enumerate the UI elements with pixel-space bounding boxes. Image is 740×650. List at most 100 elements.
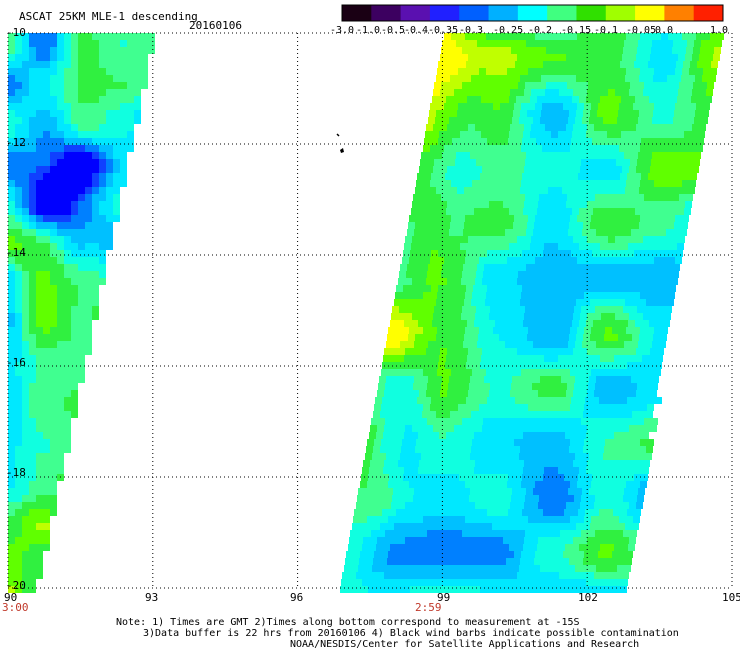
- swath-cell: [375, 586, 382, 593]
- swath-cell: [371, 495, 378, 502]
- swath-cell: [43, 250, 50, 257]
- swath-cell: [637, 306, 644, 313]
- swath-cell: [427, 271, 434, 278]
- swath-cell: [433, 572, 440, 579]
- swath-cell: [64, 439, 71, 446]
- swath-cell: [484, 264, 491, 271]
- swath-cell: [22, 152, 29, 159]
- swath-cell: [695, 110, 702, 117]
- swath-cell: [674, 187, 681, 194]
- swath-cell: [85, 61, 92, 68]
- swath-cell: [64, 222, 71, 229]
- swath-cell: [429, 110, 436, 117]
- swath-cell: [437, 257, 444, 264]
- swath-cell: [407, 453, 414, 460]
- swath-cell: [398, 572, 405, 579]
- swath-cell: [15, 159, 22, 166]
- swath-cell: [490, 495, 497, 502]
- swath-cell: [403, 362, 410, 369]
- swath-cell: [703, 103, 710, 110]
- swath-cell: [538, 572, 545, 579]
- swath-cell: [644, 82, 651, 89]
- swath-cell: [513, 523, 520, 530]
- swath-cell: [99, 222, 106, 229]
- swath-cell: [545, 89, 552, 96]
- swath-cell: [460, 131, 467, 138]
- swath-cell: [493, 481, 500, 488]
- swath-cell: [432, 544, 439, 551]
- swath-cell: [71, 173, 78, 180]
- swath-cell: [699, 54, 706, 61]
- colorbar-tick-label: -0.5: [381, 25, 406, 36]
- swath-cell: [654, 68, 661, 75]
- swath-cell: [499, 299, 506, 306]
- swath-cell: [450, 110, 457, 117]
- swath-cell: [148, 33, 155, 40]
- swath-cell: [22, 110, 29, 117]
- swath-cell: [488, 320, 495, 327]
- swath-cell: [588, 159, 595, 166]
- swath-cell: [482, 54, 489, 61]
- swath-cell: [457, 411, 464, 418]
- swath-cell: [416, 369, 423, 376]
- swath-cell: [547, 40, 554, 47]
- swath-cell: [15, 320, 22, 327]
- swath-cell: [99, 124, 106, 131]
- swath-cell: [528, 103, 535, 110]
- swath-cell: [468, 54, 475, 61]
- swath-cell: [36, 453, 43, 460]
- swath-cell: [479, 257, 486, 264]
- swath-cell: [433, 166, 440, 173]
- swath-cell: [661, 33, 668, 40]
- swath-cell: [515, 61, 522, 68]
- swath-cell: [594, 425, 601, 432]
- swath-cell: [626, 551, 633, 558]
- swath-cell: [535, 103, 542, 110]
- swath-cell: [397, 320, 404, 327]
- swath-cell: [64, 376, 71, 383]
- swath-cell: [488, 579, 495, 586]
- swath-cell: [568, 40, 575, 47]
- swath-cell: [491, 488, 498, 495]
- swath-cell: [8, 138, 15, 145]
- swath-cell: [675, 145, 682, 152]
- swath-cell: [520, 299, 527, 306]
- swath-cell: [581, 271, 588, 278]
- swath-cell: [618, 334, 625, 341]
- swath-cell: [527, 523, 534, 530]
- swath-cell: [464, 411, 471, 418]
- swath-cell: [57, 124, 64, 131]
- swath-cell: [679, 194, 686, 201]
- swath-cell: [613, 509, 620, 516]
- swath-cell: [391, 572, 398, 579]
- swath-cell: [15, 306, 22, 313]
- swath-cell: [604, 446, 611, 453]
- swath-cell: [634, 138, 641, 145]
- swath-cell: [580, 425, 587, 432]
- swath-cell: [536, 509, 543, 516]
- swath-cell: [696, 33, 703, 40]
- swath-cell: [478, 334, 485, 341]
- swath-cell: [548, 558, 555, 565]
- swath-cell: [522, 397, 529, 404]
- swath-cell: [534, 75, 541, 82]
- swath-cell: [43, 355, 50, 362]
- swath-cell: [436, 558, 443, 565]
- swath-cell: [527, 187, 534, 194]
- swath-cell: [416, 551, 423, 558]
- swath-cell: [71, 404, 78, 411]
- swath-cell: [502, 131, 509, 138]
- swath-cell: [575, 376, 582, 383]
- swath-cell: [50, 390, 57, 397]
- swath-cell: [626, 404, 633, 411]
- swath-cell: [476, 47, 483, 54]
- swath-cell: [515, 250, 522, 257]
- swath-cell: [36, 68, 43, 75]
- swath-cell: [614, 320, 621, 327]
- swath-cell: [99, 47, 106, 54]
- swath-cell: [29, 152, 36, 159]
- swath-cell: [637, 82, 644, 89]
- swath-cell: [458, 215, 465, 222]
- swath-cell: [545, 460, 552, 467]
- swath-cell: [622, 502, 629, 509]
